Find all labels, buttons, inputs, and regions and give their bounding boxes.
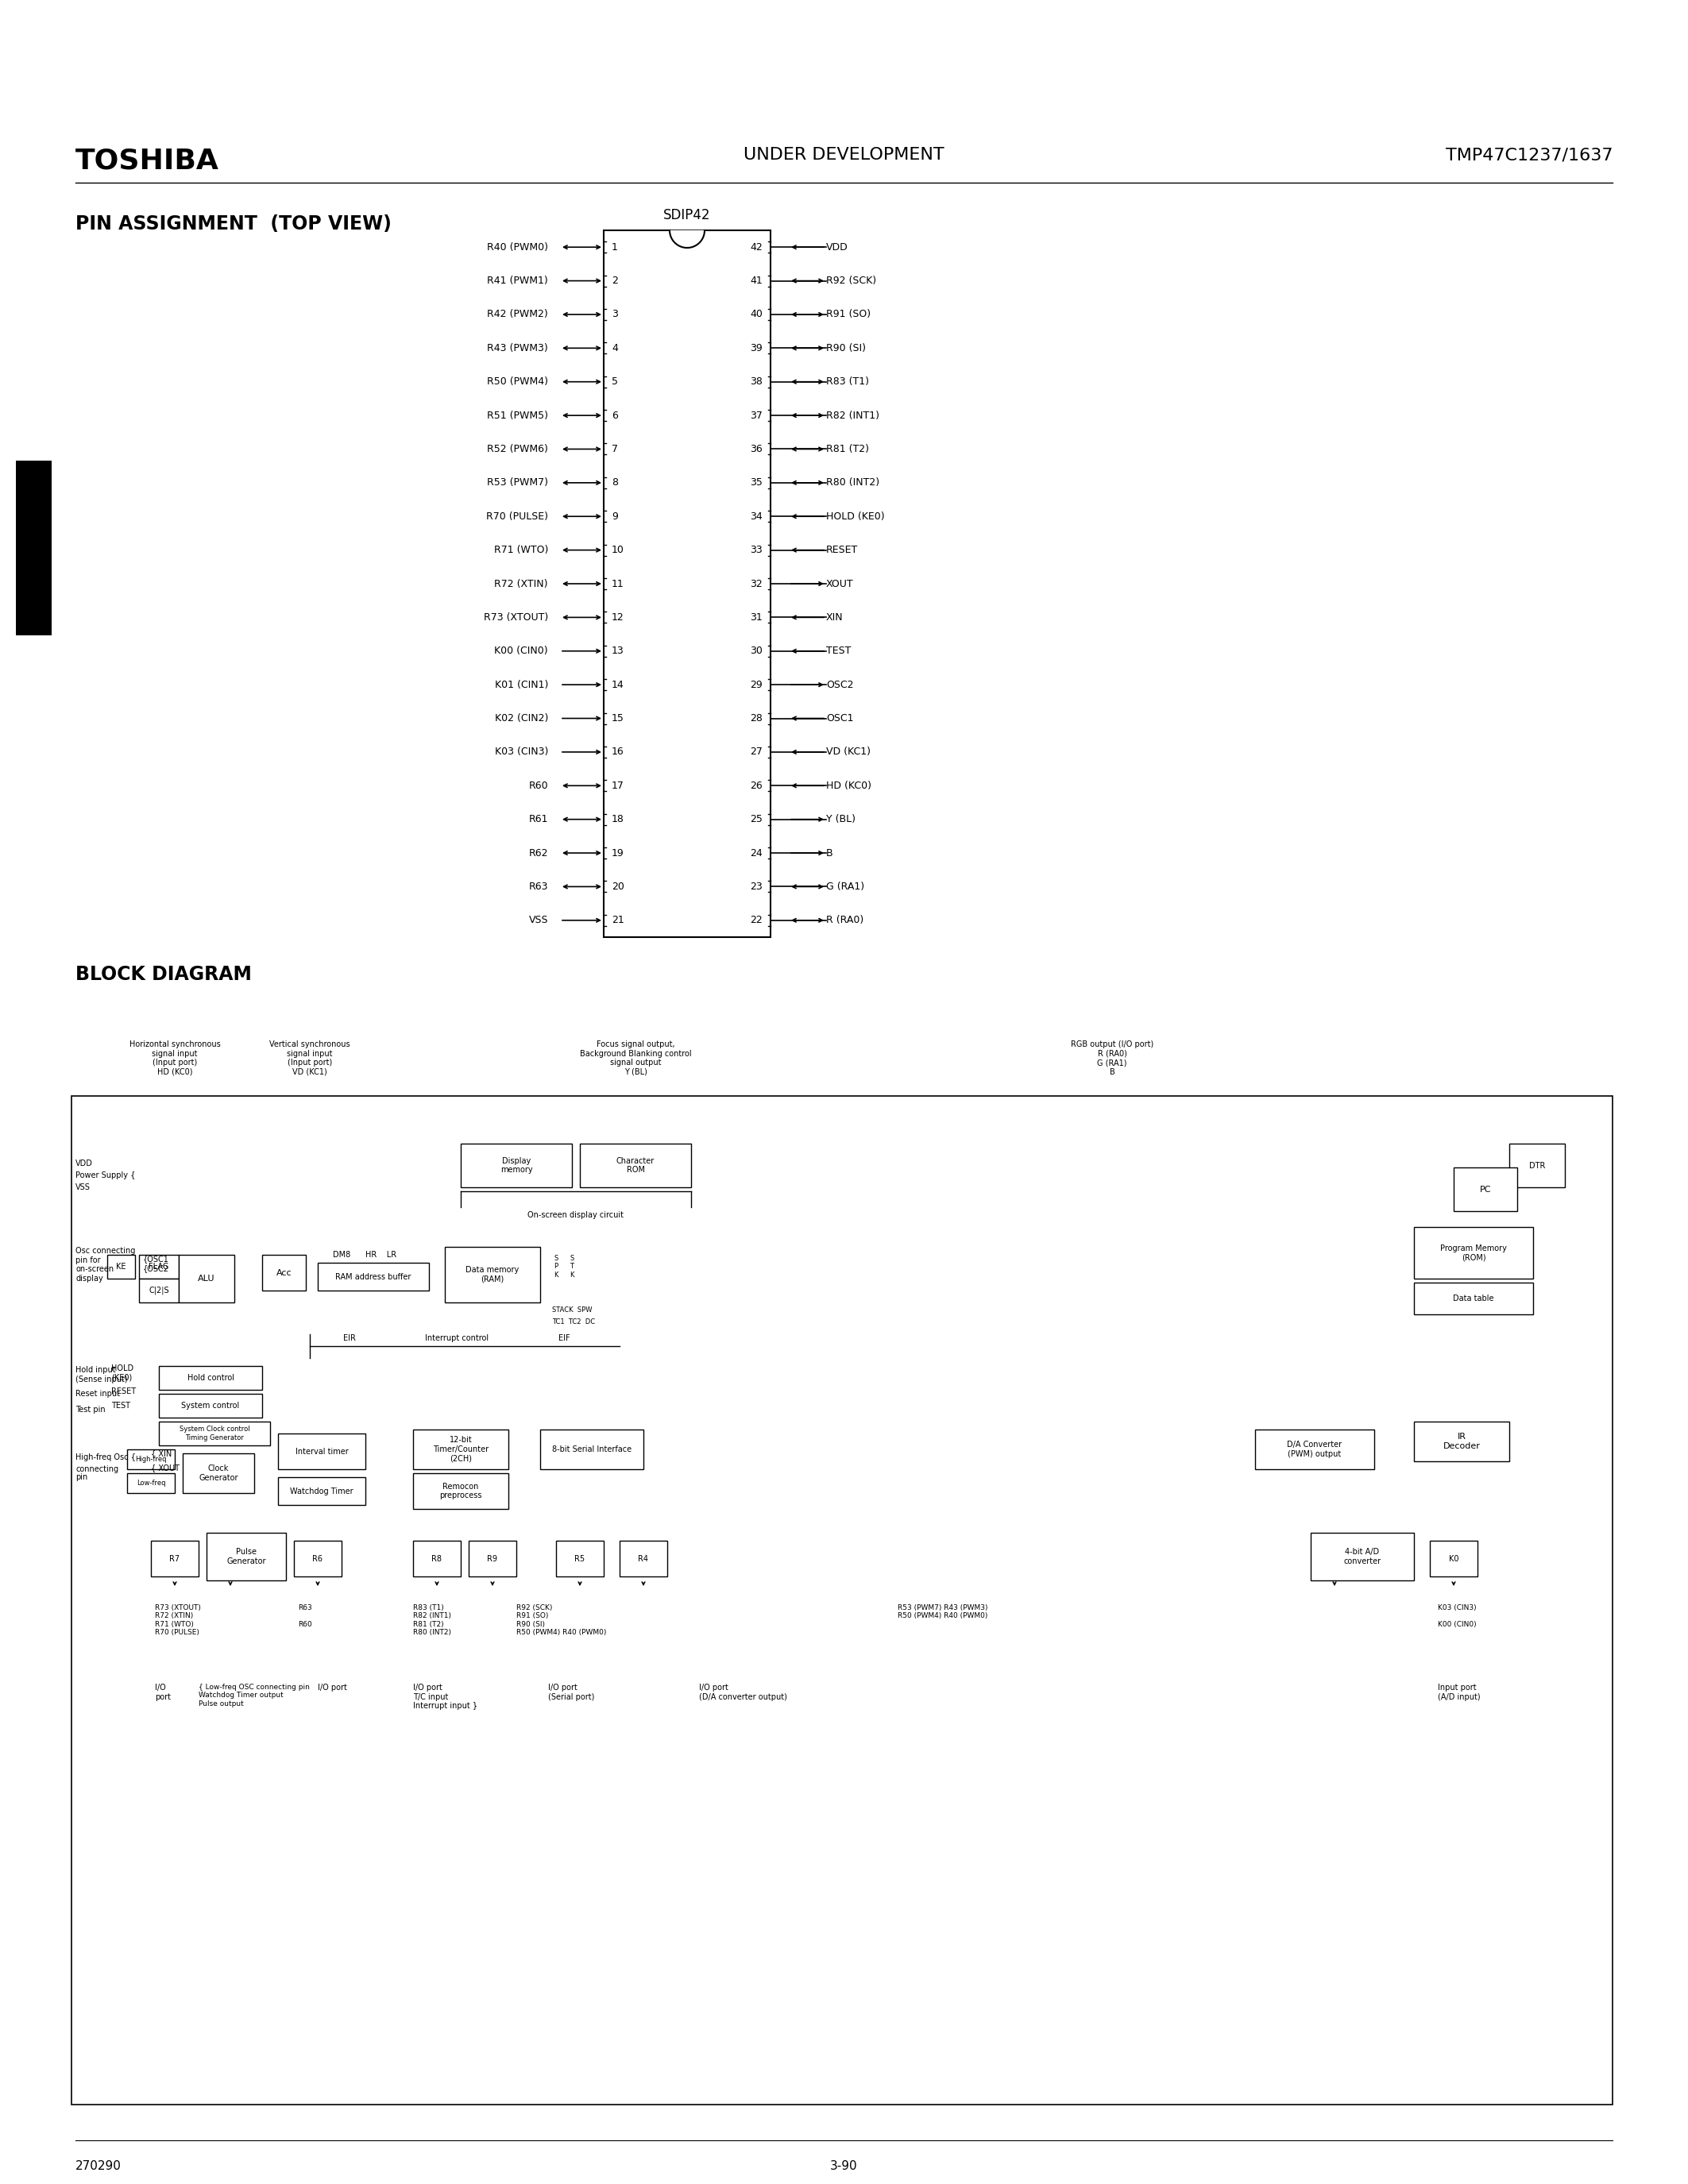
- Text: Reset input: Reset input: [76, 1389, 120, 1398]
- Text: VDD: VDD: [76, 1160, 93, 1168]
- Text: K00 (CIN0): K00 (CIN0): [495, 646, 549, 655]
- Text: I/O
port: I/O port: [155, 1684, 170, 1701]
- Text: Data table: Data table: [1453, 1295, 1494, 1302]
- Bar: [414, 1540, 461, 1577]
- Text: 4-bit A/D
converter: 4-bit A/D converter: [1344, 1548, 1381, 1566]
- Text: R92 (SCK)
R91 (SO)
R90 (SI)
R50 (PWM4) R40 (PWM0): R92 (SCK) R91 (SO) R90 (SI) R50 (PWM4) R…: [517, 1605, 606, 1636]
- Text: 10: 10: [611, 544, 625, 555]
- Text: System Clock control
Timing Generator: System Clock control Timing Generator: [179, 1426, 250, 1441]
- Bar: [138, 1256, 179, 1278]
- Text: 12: 12: [611, 612, 625, 622]
- Text: R61: R61: [528, 815, 549, 826]
- Text: Remocon
preprocess: Remocon preprocess: [439, 1483, 483, 1500]
- Text: HD (KC0): HD (KC0): [825, 780, 871, 791]
- Text: XIN: XIN: [825, 612, 844, 622]
- Bar: [414, 1474, 508, 1509]
- Text: R83 (T1)
R82 (INT1)
R81 (T2)
R80 (INT2): R83 (T1) R82 (INT1) R81 (T2) R80 (INT2): [414, 1605, 451, 1636]
- Text: Hold input
(Sense input): Hold input (Sense input): [76, 1365, 128, 1382]
- Text: I/O port: I/O port: [317, 1684, 348, 1693]
- Text: Program Memory
(ROM): Program Memory (ROM): [1440, 1245, 1507, 1262]
- Text: DM8: DM8: [333, 1251, 351, 1258]
- Text: R83 (T1): R83 (T1): [825, 376, 869, 387]
- Bar: [127, 1474, 176, 1494]
- Bar: [1430, 1540, 1477, 1577]
- Text: 11: 11: [611, 579, 625, 590]
- Bar: [1310, 1533, 1415, 1581]
- Text: 36: 36: [749, 443, 763, 454]
- Bar: [159, 1393, 262, 1417]
- Text: VD (KC1): VD (KC1): [825, 747, 871, 758]
- Text: C|2|S: C|2|S: [149, 1286, 169, 1295]
- Text: R6: R6: [312, 1555, 322, 1562]
- Text: FLAG: FLAG: [149, 1262, 169, 1271]
- Text: 1: 1: [611, 242, 618, 253]
- Text: 42: 42: [749, 242, 763, 253]
- Bar: [604, 229, 770, 937]
- Text: R53 (PWM7) R43 (PWM3)
R50 (PWM4) R40 (PWM0): R53 (PWM7) R43 (PWM3) R50 (PWM4) R40 (PW…: [898, 1605, 987, 1621]
- Text: High-freq Osc {: High-freq Osc {: [76, 1452, 135, 1461]
- Text: 9: 9: [611, 511, 618, 522]
- Text: Clock
Generator: Clock Generator: [199, 1465, 238, 1481]
- Text: R82 (INT1): R82 (INT1): [825, 411, 879, 422]
- Bar: [262, 1256, 306, 1291]
- Text: 2: 2: [611, 275, 618, 286]
- Bar: [1415, 1227, 1533, 1278]
- Text: KE: KE: [116, 1262, 127, 1271]
- Text: R8: R8: [432, 1555, 442, 1562]
- Bar: [138, 1278, 179, 1302]
- Text: VSS: VSS: [528, 915, 549, 926]
- Text: 17: 17: [611, 780, 625, 791]
- Bar: [1415, 1422, 1509, 1461]
- Text: 30: 30: [749, 646, 763, 655]
- Bar: [1509, 1144, 1565, 1188]
- Text: R4: R4: [638, 1555, 648, 1562]
- Text: RGB output (I/O port)
R (RA0)
G (RA1)
B: RGB output (I/O port) R (RA0) G (RA1) B: [1070, 1040, 1153, 1077]
- Text: 3-90: 3-90: [830, 2160, 858, 2173]
- Text: 35: 35: [749, 478, 763, 487]
- Text: 14: 14: [611, 679, 625, 690]
- Bar: [206, 1533, 285, 1581]
- Text: 270290: 270290: [76, 2160, 122, 2173]
- Text: System control: System control: [181, 1402, 240, 1409]
- Text: 28: 28: [749, 714, 763, 723]
- Bar: [179, 1256, 235, 1302]
- Text: EIR: EIR: [343, 1334, 356, 1343]
- Text: Horizontal synchronous
signal input
(Input port)
HD (KC0): Horizontal synchronous signal input (Inp…: [130, 1040, 221, 1077]
- Text: TEST: TEST: [825, 646, 851, 655]
- Text: 5: 5: [611, 376, 618, 387]
- Text: Watchdog Timer: Watchdog Timer: [290, 1487, 353, 1496]
- Text: PIN ASSIGNMENT  (TOP VIEW): PIN ASSIGNMENT (TOP VIEW): [76, 214, 392, 234]
- Text: UNDER DEVELOPMENT: UNDER DEVELOPMENT: [743, 146, 944, 164]
- Text: K03 (CIN3)

K00 (CIN0): K03 (CIN3) K00 (CIN0): [1438, 1605, 1477, 1627]
- Bar: [150, 1540, 199, 1577]
- Text: Test pin: Test pin: [76, 1406, 105, 1413]
- Text: R63

R60: R63 R60: [297, 1605, 312, 1627]
- Text: K0: K0: [1448, 1555, 1458, 1562]
- Text: Display
memory: Display memory: [500, 1158, 532, 1175]
- Text: I/O port
T/C input
Interrupt input }: I/O port T/C input Interrupt input }: [414, 1684, 478, 1710]
- Text: RESET: RESET: [111, 1387, 137, 1396]
- Text: R53 (PWM7): R53 (PWM7): [486, 478, 549, 487]
- Bar: [581, 1144, 690, 1188]
- Text: 37: 37: [749, 411, 763, 422]
- Bar: [15, 461, 52, 636]
- Text: High-freq: High-freq: [135, 1457, 167, 1463]
- Text: pin: pin: [76, 1474, 88, 1481]
- Text: 7: 7: [611, 443, 618, 454]
- Bar: [619, 1540, 667, 1577]
- Text: DTR: DTR: [1529, 1162, 1545, 1168]
- Text: Input port
(A/D input): Input port (A/D input): [1438, 1684, 1480, 1701]
- Bar: [414, 1431, 508, 1470]
- Bar: [108, 1256, 135, 1278]
- Text: G (RA1): G (RA1): [825, 882, 864, 891]
- Text: K01 (CIN1): K01 (CIN1): [495, 679, 549, 690]
- Text: TC1  TC2  DC: TC1 TC2 DC: [552, 1319, 596, 1326]
- Bar: [71, 1096, 1612, 2105]
- Text: Character
ROM: Character ROM: [616, 1158, 655, 1175]
- Text: 19: 19: [611, 847, 625, 858]
- Text: 8-bit Serial Interface: 8-bit Serial Interface: [552, 1446, 631, 1452]
- Bar: [1415, 1282, 1533, 1315]
- Text: S
P
K: S P K: [554, 1256, 559, 1278]
- Text: 6: 6: [611, 411, 618, 422]
- Text: 8: 8: [611, 478, 618, 487]
